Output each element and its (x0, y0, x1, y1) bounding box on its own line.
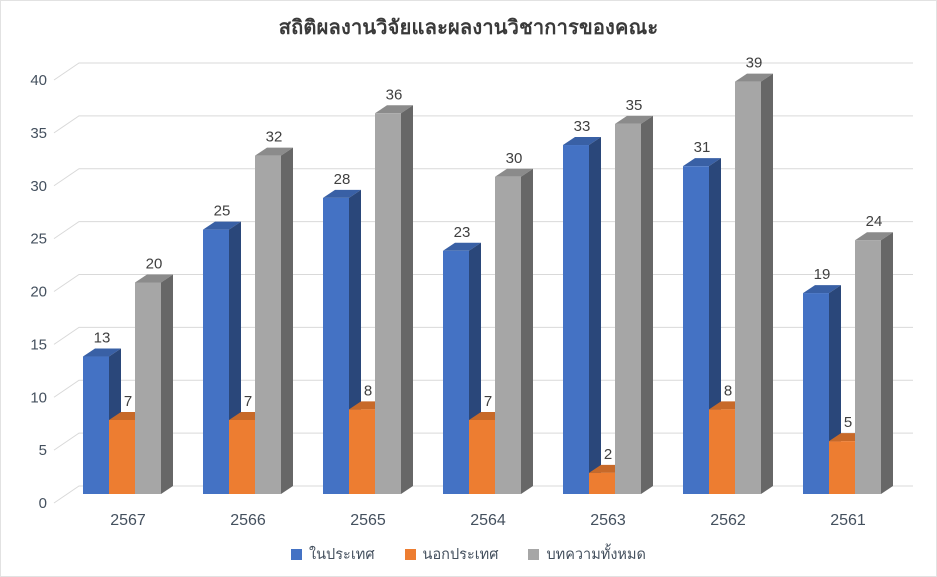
bar-front-face (443, 250, 469, 494)
bar-front-face (109, 419, 135, 494)
bar-front-face (683, 166, 709, 495)
legend-label-total-articles: บทความทั้งหมด (546, 547, 646, 563)
bar-value-label: 13 (94, 330, 111, 347)
bar-value-label: 7 (484, 393, 492, 410)
bar-front-face (135, 282, 161, 494)
bar-top-face (803, 285, 841, 294)
bar-front-face (323, 197, 349, 494)
bar-front-face (229, 419, 255, 494)
legend-swatch-domestic-icon (291, 549, 303, 560)
legend-item-total-articles: บทความทั้งหมด (528, 543, 646, 566)
x-axis-label: 2565 (350, 512, 386, 529)
gridline (53, 326, 913, 345)
y-axis-label: 20 (30, 284, 47, 301)
bar-value-label: 30 (506, 150, 523, 167)
bar-top-face (83, 348, 121, 357)
legend-swatch-total-articles-icon (528, 549, 540, 560)
chart-title: สถิติผลงานวิจัยและผลงานวิชาการของคณะ (278, 17, 659, 39)
bar-value-label: 28 (334, 171, 351, 188)
legend-item-domestic: ในประเทศ (291, 543, 375, 566)
bar-side-face (641, 115, 653, 494)
x-axis-label: 2567 (110, 512, 146, 529)
bar-front-face (203, 229, 229, 494)
bar-value-label: 20 (146, 256, 163, 273)
bar-top-face (203, 221, 241, 230)
bar-top-face (135, 274, 173, 283)
bar-value-label: 7 (244, 393, 252, 410)
bar-side-face (589, 137, 601, 494)
bar-front-face (735, 81, 761, 494)
y-axis-label: 15 (30, 336, 47, 353)
legend-swatch-international-icon (404, 549, 416, 560)
gridline (53, 221, 913, 240)
bar-value-label: 24 (866, 213, 883, 230)
bar-front-face (829, 441, 855, 494)
y-axis-label: 0 (39, 495, 47, 512)
bar-side-face (761, 73, 773, 494)
bar-value-label: 5 (844, 414, 852, 431)
bar-front-face (349, 409, 375, 494)
bar-value-label: 33 (574, 118, 591, 135)
bar-front-face (709, 409, 735, 494)
bar-top-face (375, 105, 413, 114)
bar-side-face (521, 168, 533, 494)
x-axis-label: 2564 (470, 512, 506, 529)
bar-front-face (803, 293, 829, 494)
bar-value-label: 25 (214, 203, 231, 220)
bar-front-face (255, 155, 281, 494)
bar-front-face (83, 356, 109, 494)
legend-item-international: นอกประเทศ (404, 543, 499, 566)
bar-front-face (495, 176, 521, 494)
y-axis-label: 25 (30, 231, 47, 248)
y-axis-label: 5 (39, 442, 47, 459)
bar-value-label: 23 (454, 224, 471, 241)
bar-front-face (855, 240, 881, 494)
bar-top-face (443, 242, 481, 251)
legend-label-international: นอกประเทศ (422, 547, 499, 563)
bar-side-face (161, 274, 173, 494)
x-axis-label: 2566 (230, 512, 266, 529)
bar-value-label: 39 (746, 55, 763, 72)
legend-label-domestic: ในประเทศ (309, 547, 375, 563)
bar-value-label: 31 (694, 139, 711, 156)
bar-top-face (615, 115, 653, 124)
gridline (53, 62, 913, 81)
bar-top-face (323, 189, 361, 198)
bar-front-face (375, 113, 401, 495)
bar-value-label: 19 (814, 266, 831, 283)
bar-top-face (735, 73, 773, 82)
bar-value-label: 2 (604, 446, 612, 463)
bar-chart-plot-area: 0510152025303540137202567257322566288362… (30, 55, 913, 529)
x-axis-label: 2561 (830, 512, 866, 529)
x-axis-label: 2563 (590, 512, 626, 529)
bar-front-face (589, 472, 615, 494)
bar-value-label: 7 (124, 393, 132, 410)
y-axis-label: 40 (30, 72, 47, 89)
bar-top-face (855, 232, 893, 241)
bar-value-label: 36 (386, 86, 403, 103)
bar-value-label: 35 (626, 97, 643, 114)
chart-legend: ในประเทศ นอกประเทศ บทความทั้งหมด (1, 543, 936, 566)
gridline (53, 115, 913, 134)
bar-front-face (563, 145, 589, 494)
bar-top-face (495, 168, 533, 177)
bar-side-face (881, 232, 893, 494)
bar-top-face (683, 158, 721, 167)
bar-value-label: 8 (364, 382, 372, 399)
bar-front-face (615, 123, 641, 494)
bar-top-face (563, 137, 601, 146)
bar-side-face (401, 105, 413, 495)
bar-top-face (255, 147, 293, 156)
bar-side-face (281, 147, 293, 494)
x-axis-label: 2562 (710, 512, 746, 529)
y-axis-label: 35 (30, 125, 47, 142)
bar-value-label: 8 (724, 382, 732, 399)
bar-value-label: 32 (266, 129, 283, 146)
gridline (53, 274, 913, 292)
y-axis-label: 30 (30, 178, 47, 195)
gridline (53, 168, 913, 187)
bar-front-face (469, 419, 495, 494)
y-axis-label: 10 (30, 389, 47, 406)
